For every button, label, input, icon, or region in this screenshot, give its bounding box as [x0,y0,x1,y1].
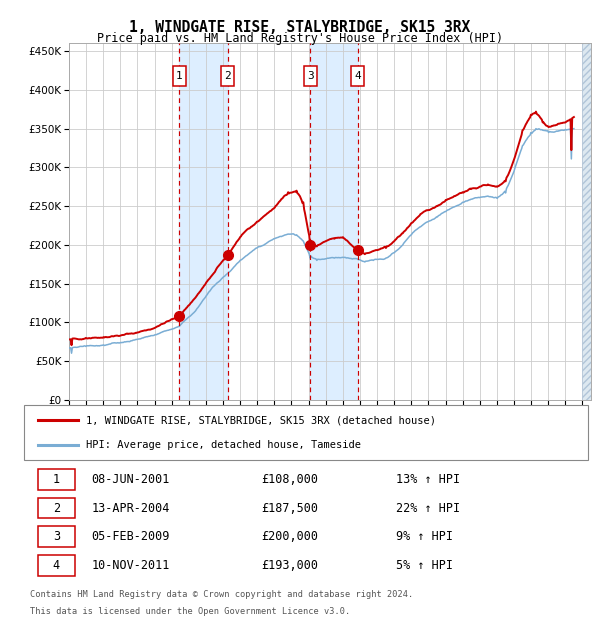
Text: HPI: Average price, detached house, Tameside: HPI: Average price, detached house, Tame… [86,440,361,450]
Text: 9% ↑ HPI: 9% ↑ HPI [396,530,453,543]
Text: £200,000: £200,000 [261,530,318,543]
Text: 13% ↑ HPI: 13% ↑ HPI [396,473,460,486]
FancyBboxPatch shape [38,526,75,547]
Text: £193,000: £193,000 [261,559,318,572]
FancyBboxPatch shape [38,555,75,576]
Text: 10-NOV-2011: 10-NOV-2011 [92,559,170,572]
FancyBboxPatch shape [24,405,588,460]
Text: 1, WINDGATE RISE, STALYBRIDGE, SK15 3RX (detached house): 1, WINDGATE RISE, STALYBRIDGE, SK15 3RX … [86,415,436,425]
FancyBboxPatch shape [173,66,186,86]
Text: 3: 3 [307,71,314,81]
FancyBboxPatch shape [38,469,75,490]
Text: 13-APR-2004: 13-APR-2004 [92,502,170,515]
Text: 4: 4 [53,559,60,572]
Text: 1: 1 [53,473,60,486]
Bar [179,43,228,400]
Bar [583,43,591,400]
FancyBboxPatch shape [38,498,75,518]
Text: 4: 4 [354,71,361,81]
Text: 1: 1 [176,71,182,81]
Text: 3: 3 [53,530,60,543]
Text: £108,000: £108,000 [261,473,318,486]
Text: 05-FEB-2009: 05-FEB-2009 [92,530,170,543]
FancyBboxPatch shape [221,66,235,86]
FancyBboxPatch shape [351,66,364,86]
Text: 22% ↑ HPI: 22% ↑ HPI [396,502,460,515]
Text: 5% ↑ HPI: 5% ↑ HPI [396,559,453,572]
Text: 2: 2 [224,71,231,81]
Text: This data is licensed under the Open Government Licence v3.0.: This data is licensed under the Open Gov… [29,606,350,616]
Text: 08-JUN-2001: 08-JUN-2001 [92,473,170,486]
Text: Price paid vs. HM Land Registry's House Price Index (HPI): Price paid vs. HM Land Registry's House … [97,32,503,45]
Text: Contains HM Land Registry data © Crown copyright and database right 2024.: Contains HM Land Registry data © Crown c… [29,590,413,599]
FancyBboxPatch shape [304,66,317,86]
Text: 2: 2 [53,502,60,515]
Text: 1, WINDGATE RISE, STALYBRIDGE, SK15 3RX: 1, WINDGATE RISE, STALYBRIDGE, SK15 3RX [130,20,470,35]
Bar [310,43,358,400]
Text: £187,500: £187,500 [261,502,318,515]
